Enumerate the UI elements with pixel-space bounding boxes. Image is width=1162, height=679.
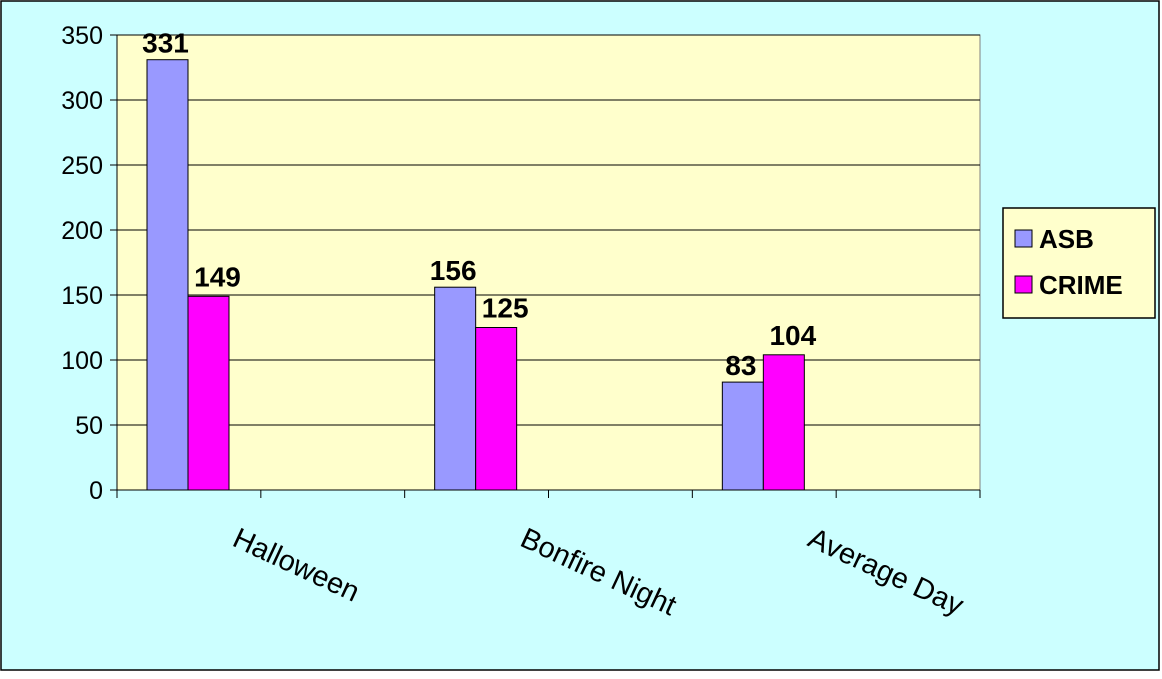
plot-area (116, 34, 981, 491)
bar-asb-halloween (146, 59, 189, 491)
legend-swatch-crime (1014, 275, 1033, 294)
bars (146, 59, 805, 491)
y-tick-label-350: 350 (61, 22, 103, 50)
bar-asb-average-day (721, 381, 764, 491)
legend-box (1002, 207, 1156, 319)
bar-crime-average-day (762, 354, 805, 491)
legend-label-crime: CRIME (1039, 270, 1123, 300)
data-label-asb-bonfire-night: 156 (430, 255, 477, 286)
bar-asb-bonfire-night (434, 286, 477, 491)
y-tick-label-100: 100 (61, 347, 103, 375)
y-tick-label-150: 150 (61, 282, 103, 310)
legend: ASB CRIME (1002, 207, 1156, 319)
legend-swatch-asb (1014, 229, 1033, 248)
legend-label-asb: ASB (1039, 224, 1094, 254)
y-tick-label-0: 0 (89, 477, 103, 505)
y-tick-label-200: 200 (61, 217, 103, 245)
data-label-crime-bonfire-night: 125 (482, 293, 529, 324)
y-tick-label-50: 50 (75, 412, 103, 440)
y-tick-label-300: 300 (61, 87, 103, 115)
data-label-asb-halloween: 331 (142, 28, 189, 59)
data-label-asb-average-day: 83 (725, 350, 756, 381)
bar-crime-halloween (187, 295, 230, 491)
y-tick-label-250: 250 (61, 152, 103, 180)
gridlines (117, 34, 980, 426)
data-label-crime-average-day: 104 (769, 320, 816, 351)
bar-crime-bonfire-night (475, 327, 518, 491)
data-label-crime-halloween: 149 (194, 261, 241, 292)
